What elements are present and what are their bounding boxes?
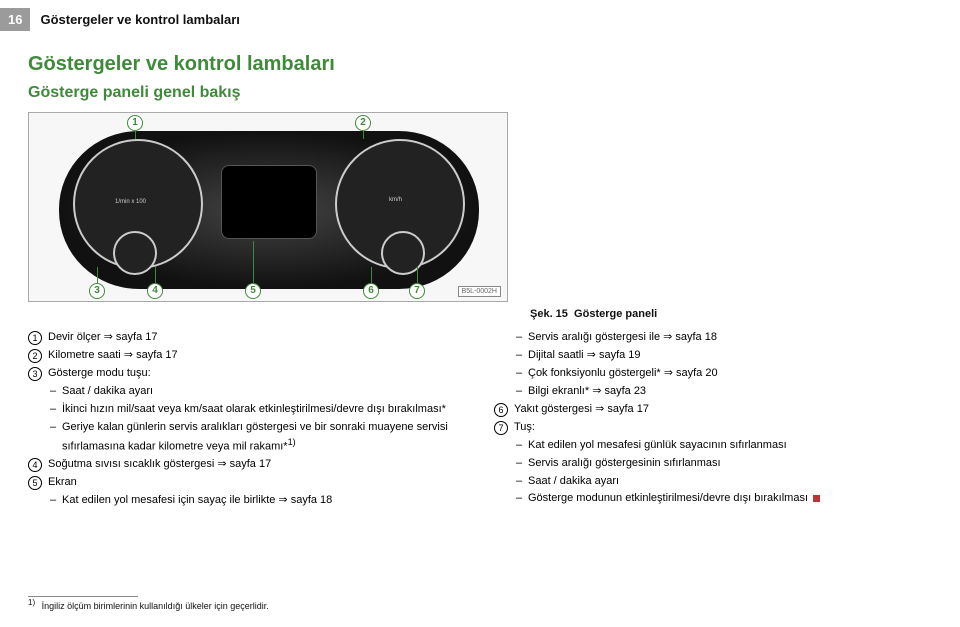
sub-item: Kat edilen yol mesafesi günlük sayacının…	[516, 438, 932, 454]
callout-5: 5	[245, 283, 261, 299]
sub-list: Kat edilen yol mesafesi günlük sayacının…	[494, 438, 932, 508]
enum-marker: 4	[28, 458, 42, 472]
sub-item: Saat / dakika ayarı	[50, 384, 466, 400]
sub-list: Saat / dakika ayarı İkinci hızın mil/saa…	[28, 384, 466, 455]
callout-line	[155, 267, 156, 283]
item-text: Yakıt göstergesi ⇒ sayfa 17	[514, 402, 649, 418]
enum-marker: 6	[494, 403, 508, 417]
speed-label: km/h	[389, 197, 402, 203]
footnote-mark: 1)	[28, 598, 35, 607]
enum-marker: 1	[28, 331, 42, 345]
callout-line	[135, 131, 136, 139]
left-column: 1 Devir ölçer ⇒ sayfa 17 2 Kilometre saati…	[28, 330, 466, 511]
list-item: 4 Soğutma sıvısı sıcaklık göstergesi ⇒ sa…	[28, 457, 466, 473]
callout-3: 3	[89, 283, 105, 299]
footnote-ref: 1)	[288, 437, 296, 447]
item-text: Tuş:	[514, 420, 535, 436]
list-item: 7 Tuş:	[494, 420, 932, 436]
figure-instrument-panel: 1/min x 100 km/h 1 2 3 4 5 6 7 B5L-0002H	[28, 112, 508, 302]
end-marker-icon	[813, 495, 820, 502]
list-item: 3 Gösterge modu tuşu:	[28, 366, 466, 382]
list-item: 1 Devir ölçer ⇒ sayfa 17	[28, 330, 466, 346]
rpm-label: 1/min x 100	[115, 199, 146, 205]
sub-item: Saat / dakika ayarı	[516, 474, 932, 490]
sub-item: İkinci hızın mil/saat veya km/saat olara…	[50, 402, 466, 418]
footnote-rule	[28, 596, 138, 597]
callout-4: 4	[147, 283, 163, 299]
center-display	[221, 165, 317, 239]
callout-1: 1	[127, 115, 143, 131]
list-item: 2 Kilometre saati ⇒ sayfa 17	[28, 348, 466, 364]
sub-item: Çok fonksiyonlu göstergeli* ⇒ sayfa 20	[516, 366, 932, 382]
item-text: Soğutma sıvısı sıcaklık göstergesi ⇒ say…	[48, 457, 271, 473]
sub-item: Gösterge modunun etkinleştirilmesi/devre…	[516, 491, 932, 507]
fuel-gauge	[381, 231, 425, 275]
callout-line	[417, 267, 418, 283]
callout-6: 6	[363, 283, 379, 299]
item-text: Ekran	[48, 475, 77, 491]
temp-gauge	[113, 231, 157, 275]
figure-ref-code: B5L-0002H	[458, 286, 501, 297]
list-item: 6 Yakıt göstergesi ⇒ sayfa 17	[494, 402, 932, 418]
sub-item-text: Gösterge modunun etkinleştirilmesi/devre…	[528, 492, 808, 504]
enum-marker: 3	[28, 367, 42, 381]
right-column: Servis aralığı göstergesi ile ⇒ sayfa 18…	[494, 330, 932, 511]
sub-item: Kat edilen yol mesafesi için sayaç ile b…	[50, 493, 466, 509]
callout-2: 2	[355, 115, 371, 131]
sub-item: Servis aralığı göstergesinin sıfırlanmas…	[516, 456, 932, 472]
gauge-cluster: 1/min x 100 km/h	[59, 131, 479, 289]
callout-line	[363, 131, 364, 139]
callout-7: 7	[409, 283, 425, 299]
enum-marker: 2	[28, 349, 42, 363]
breadcrumb: Göstergeler ve kontrol lambaları	[40, 12, 239, 27]
enum-marker: 5	[28, 476, 42, 490]
footnote: 1) İngiliz ölçüm birimlerinin kullanıldı…	[28, 598, 269, 611]
figure-caption-prefix: Şek. 15	[530, 308, 568, 320]
sub-item: Geriye kalan günlerin servis aralıkları …	[50, 420, 466, 456]
enum-marker: 7	[494, 421, 508, 435]
section-title: Gösterge paneli genel bakış	[28, 84, 960, 102]
callout-line	[371, 267, 372, 283]
callout-line	[253, 241, 254, 283]
item-text: Devir ölçer ⇒ sayfa 17	[48, 330, 157, 346]
instrument-illustration: 1/min x 100 km/h 1 2 3 4 5 6 7 B5L-0002H	[28, 112, 508, 302]
footnote-text: İngiliz ölçüm birimlerinin kullanıldığı …	[42, 601, 269, 611]
sub-list: Servis aralığı göstergesi ile ⇒ sayfa 18…	[494, 330, 932, 400]
item-text: Kilometre saati ⇒ sayfa 17	[48, 348, 178, 364]
content-columns: 1 Devir ölçer ⇒ sayfa 17 2 Kilometre saati…	[0, 330, 960, 511]
sub-item: Dijital saatli ⇒ sayfa 19	[516, 348, 932, 364]
sub-item: Bilgi ekranlı* ⇒ sayfa 23	[516, 384, 932, 400]
page-header: 16 Göstergeler ve kontrol lambaları	[0, 0, 960, 35]
page-number: 16	[0, 8, 30, 31]
list-item: 5 Ekran	[28, 475, 466, 491]
callout-line	[97, 267, 98, 283]
figure-caption-text: Gösterge paneli	[574, 308, 657, 320]
item-text: Gösterge modu tuşu:	[48, 366, 151, 382]
sub-item: Servis aralığı göstergesi ile ⇒ sayfa 18	[516, 330, 932, 346]
figure-caption: Şek. 15 Gösterge paneli	[530, 308, 960, 320]
sub-item-text: Geriye kalan günlerin servis aralıkları …	[62, 421, 448, 453]
page-title: Göstergeler ve kontrol lambaları	[28, 53, 960, 76]
sub-list: Kat edilen yol mesafesi için sayaç ile b…	[28, 493, 466, 509]
